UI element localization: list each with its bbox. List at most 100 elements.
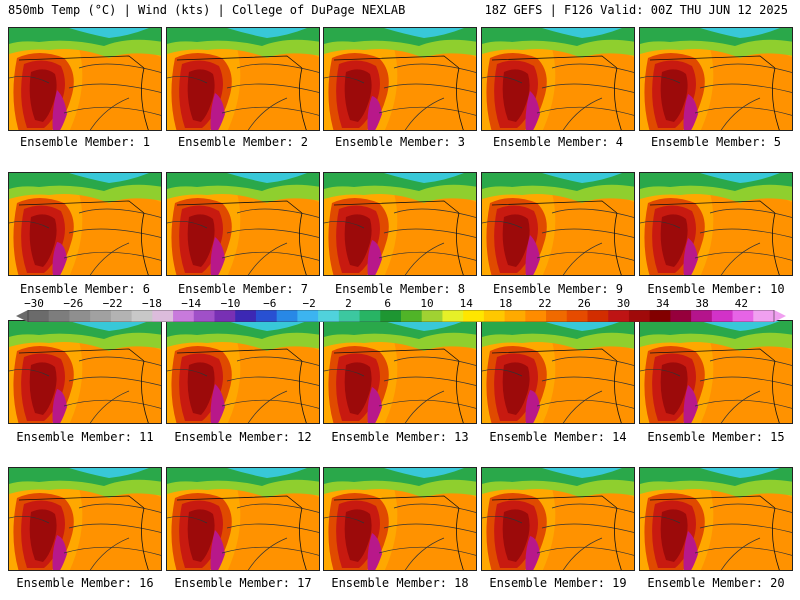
ensemble-member-map — [8, 172, 162, 276]
colorbar-segment — [338, 310, 361, 322]
colorbar-tick-label: −18 — [141, 297, 162, 310]
ensemble-member-label: Ensemble Member: 20 — [647, 576, 785, 590]
colorbar-segment — [48, 310, 70, 322]
colorbar-segment — [152, 310, 174, 322]
colorbar-segment — [483, 310, 506, 322]
ensemble-member-label: Ensemble Member: 9 — [492, 282, 624, 296]
colorbar-tick-label: 30 — [616, 297, 631, 310]
colorbar-tick-label: −30 — [24, 297, 44, 310]
colorbar-tick-label: 6 — [384, 297, 391, 310]
colorbar-segment — [90, 310, 112, 322]
colorbar-segment — [276, 310, 298, 322]
colorbar-arrow-low — [16, 310, 28, 322]
ensemble-member-map — [639, 172, 793, 276]
ensemble-member-label: Ensemble Member: 4 — [492, 135, 624, 149]
colorbar-segment — [297, 310, 319, 322]
colorbar-segment — [214, 310, 236, 322]
colorbar-segment — [442, 310, 464, 322]
colorbar-segment — [525, 310, 547, 322]
colorbar-tick-label: 38 — [695, 297, 709, 310]
colorbar-segment — [711, 310, 734, 322]
ensemble-member-map — [166, 27, 320, 131]
colorbar-segment — [401, 310, 423, 322]
ensemble-member-map — [166, 467, 320, 571]
ensemble-member-map — [8, 320, 162, 424]
ensemble-member-label: Ensemble Member: 13 — [331, 430, 469, 444]
colorbar-tick-label: 34 — [656, 297, 670, 310]
ensemble-member-label: Ensemble Member: 16 — [16, 576, 154, 590]
colorbar-segment — [587, 310, 609, 322]
ensemble-member-label: Ensemble Member: 17 — [174, 576, 312, 590]
colorbar-segment — [753, 310, 775, 322]
colorbar-segment — [504, 310, 526, 322]
ensemble-member-map — [166, 172, 320, 276]
colorbar-segment — [193, 310, 215, 322]
ensemble-member-map — [481, 320, 635, 424]
colorbar-segment — [173, 310, 195, 322]
ensemble-member-label: Ensemble Member: 7 — [177, 282, 309, 296]
ensemble-member-map — [639, 467, 793, 571]
colorbar-segment — [69, 310, 91, 322]
colorbar-tick-label: 26 — [577, 297, 591, 310]
ensemble-member-label: Ensemble Member: 19 — [489, 576, 627, 590]
colorbar-segment — [546, 310, 568, 322]
colorbar-segment — [649, 310, 671, 322]
colorbar-tick-label: 18 — [498, 297, 513, 310]
colorbar-segment — [131, 310, 153, 322]
colorbar-tick-label: 42 — [734, 297, 749, 310]
colorbar-segment — [628, 310, 651, 322]
colorbar-segment — [235, 310, 257, 322]
colorbar-tick-label: 10 — [420, 297, 434, 310]
colorbar-tick-label: −6 — [263, 297, 277, 310]
colorbar-segment — [691, 310, 713, 322]
ensemble-member-label: Ensemble Member: 8 — [334, 282, 466, 296]
ensemble-member-label: Ensemble Member: 18 — [331, 576, 469, 590]
colorbar-segment — [380, 310, 402, 322]
colorbar-segment — [255, 310, 278, 322]
colorbar-tick-label: −10 — [220, 297, 241, 310]
colorbar-tick-label: −22 — [102, 297, 123, 310]
ensemble-member-map — [639, 27, 793, 131]
colorbar-tick-label: 22 — [538, 297, 552, 310]
ensemble-member-map — [639, 320, 793, 424]
colorbar-tick-label: −14 — [181, 297, 202, 310]
ensemble-member-label: Ensemble Member: 6 — [19, 282, 151, 296]
ensemble-member-map — [323, 467, 477, 571]
colorbar-segment — [28, 310, 50, 322]
colorbar-segment — [463, 310, 485, 322]
colorbar-segment — [359, 310, 381, 322]
ensemble-member-map — [481, 27, 635, 131]
colorbar-arrow-high — [774, 310, 786, 322]
colorbar-segment — [732, 310, 754, 322]
ensemble-member-label: Ensemble Member: 5 — [650, 135, 782, 149]
ensemble-member-label: Ensemble Member: 12 — [174, 430, 312, 444]
map-title: 850mb Temp (°C) | Wind (kts) | College o… — [8, 3, 406, 17]
colorbar-segment — [110, 310, 133, 322]
colorbar-segment — [670, 310, 692, 322]
run-valid-time: 18Z GEFS | F126 Valid: 00Z THU JUN 12 20… — [484, 3, 788, 17]
colorbar-tick-label: −2 — [302, 297, 316, 310]
ensemble-member-map — [323, 320, 477, 424]
colorbar-tick-label: 14 — [459, 297, 473, 310]
ensemble-member-label: Ensemble Member: 15 — [647, 430, 785, 444]
ensemble-member-map — [8, 467, 162, 571]
ensemble-member-label: Ensemble Member: 3 — [334, 135, 466, 149]
ensemble-member-label: Ensemble Member: 10 — [647, 282, 785, 296]
ensemble-member-map — [323, 27, 477, 131]
ensemble-member-label: Ensemble Member: 2 — [177, 135, 309, 149]
ensemble-member-map — [481, 172, 635, 276]
ensemble-member-map — [8, 27, 162, 131]
colorbar-segment — [566, 310, 588, 322]
ensemble-member-map — [166, 320, 320, 424]
ensemble-member-map — [323, 172, 477, 276]
temperature-colorbar — [16, 310, 786, 322]
ensemble-member-label: Ensemble Member: 1 — [19, 135, 151, 149]
ensemble-member-map — [481, 467, 635, 571]
ensemble-member-label: Ensemble Member: 14 — [489, 430, 627, 444]
colorbar-tick-label: −26 — [63, 297, 84, 310]
ensemble-member-label: Ensemble Member: 11 — [16, 430, 154, 444]
colorbar-tick-label: 2 — [345, 297, 352, 310]
colorbar-segment — [608, 310, 630, 322]
colorbar-segment — [318, 310, 340, 322]
